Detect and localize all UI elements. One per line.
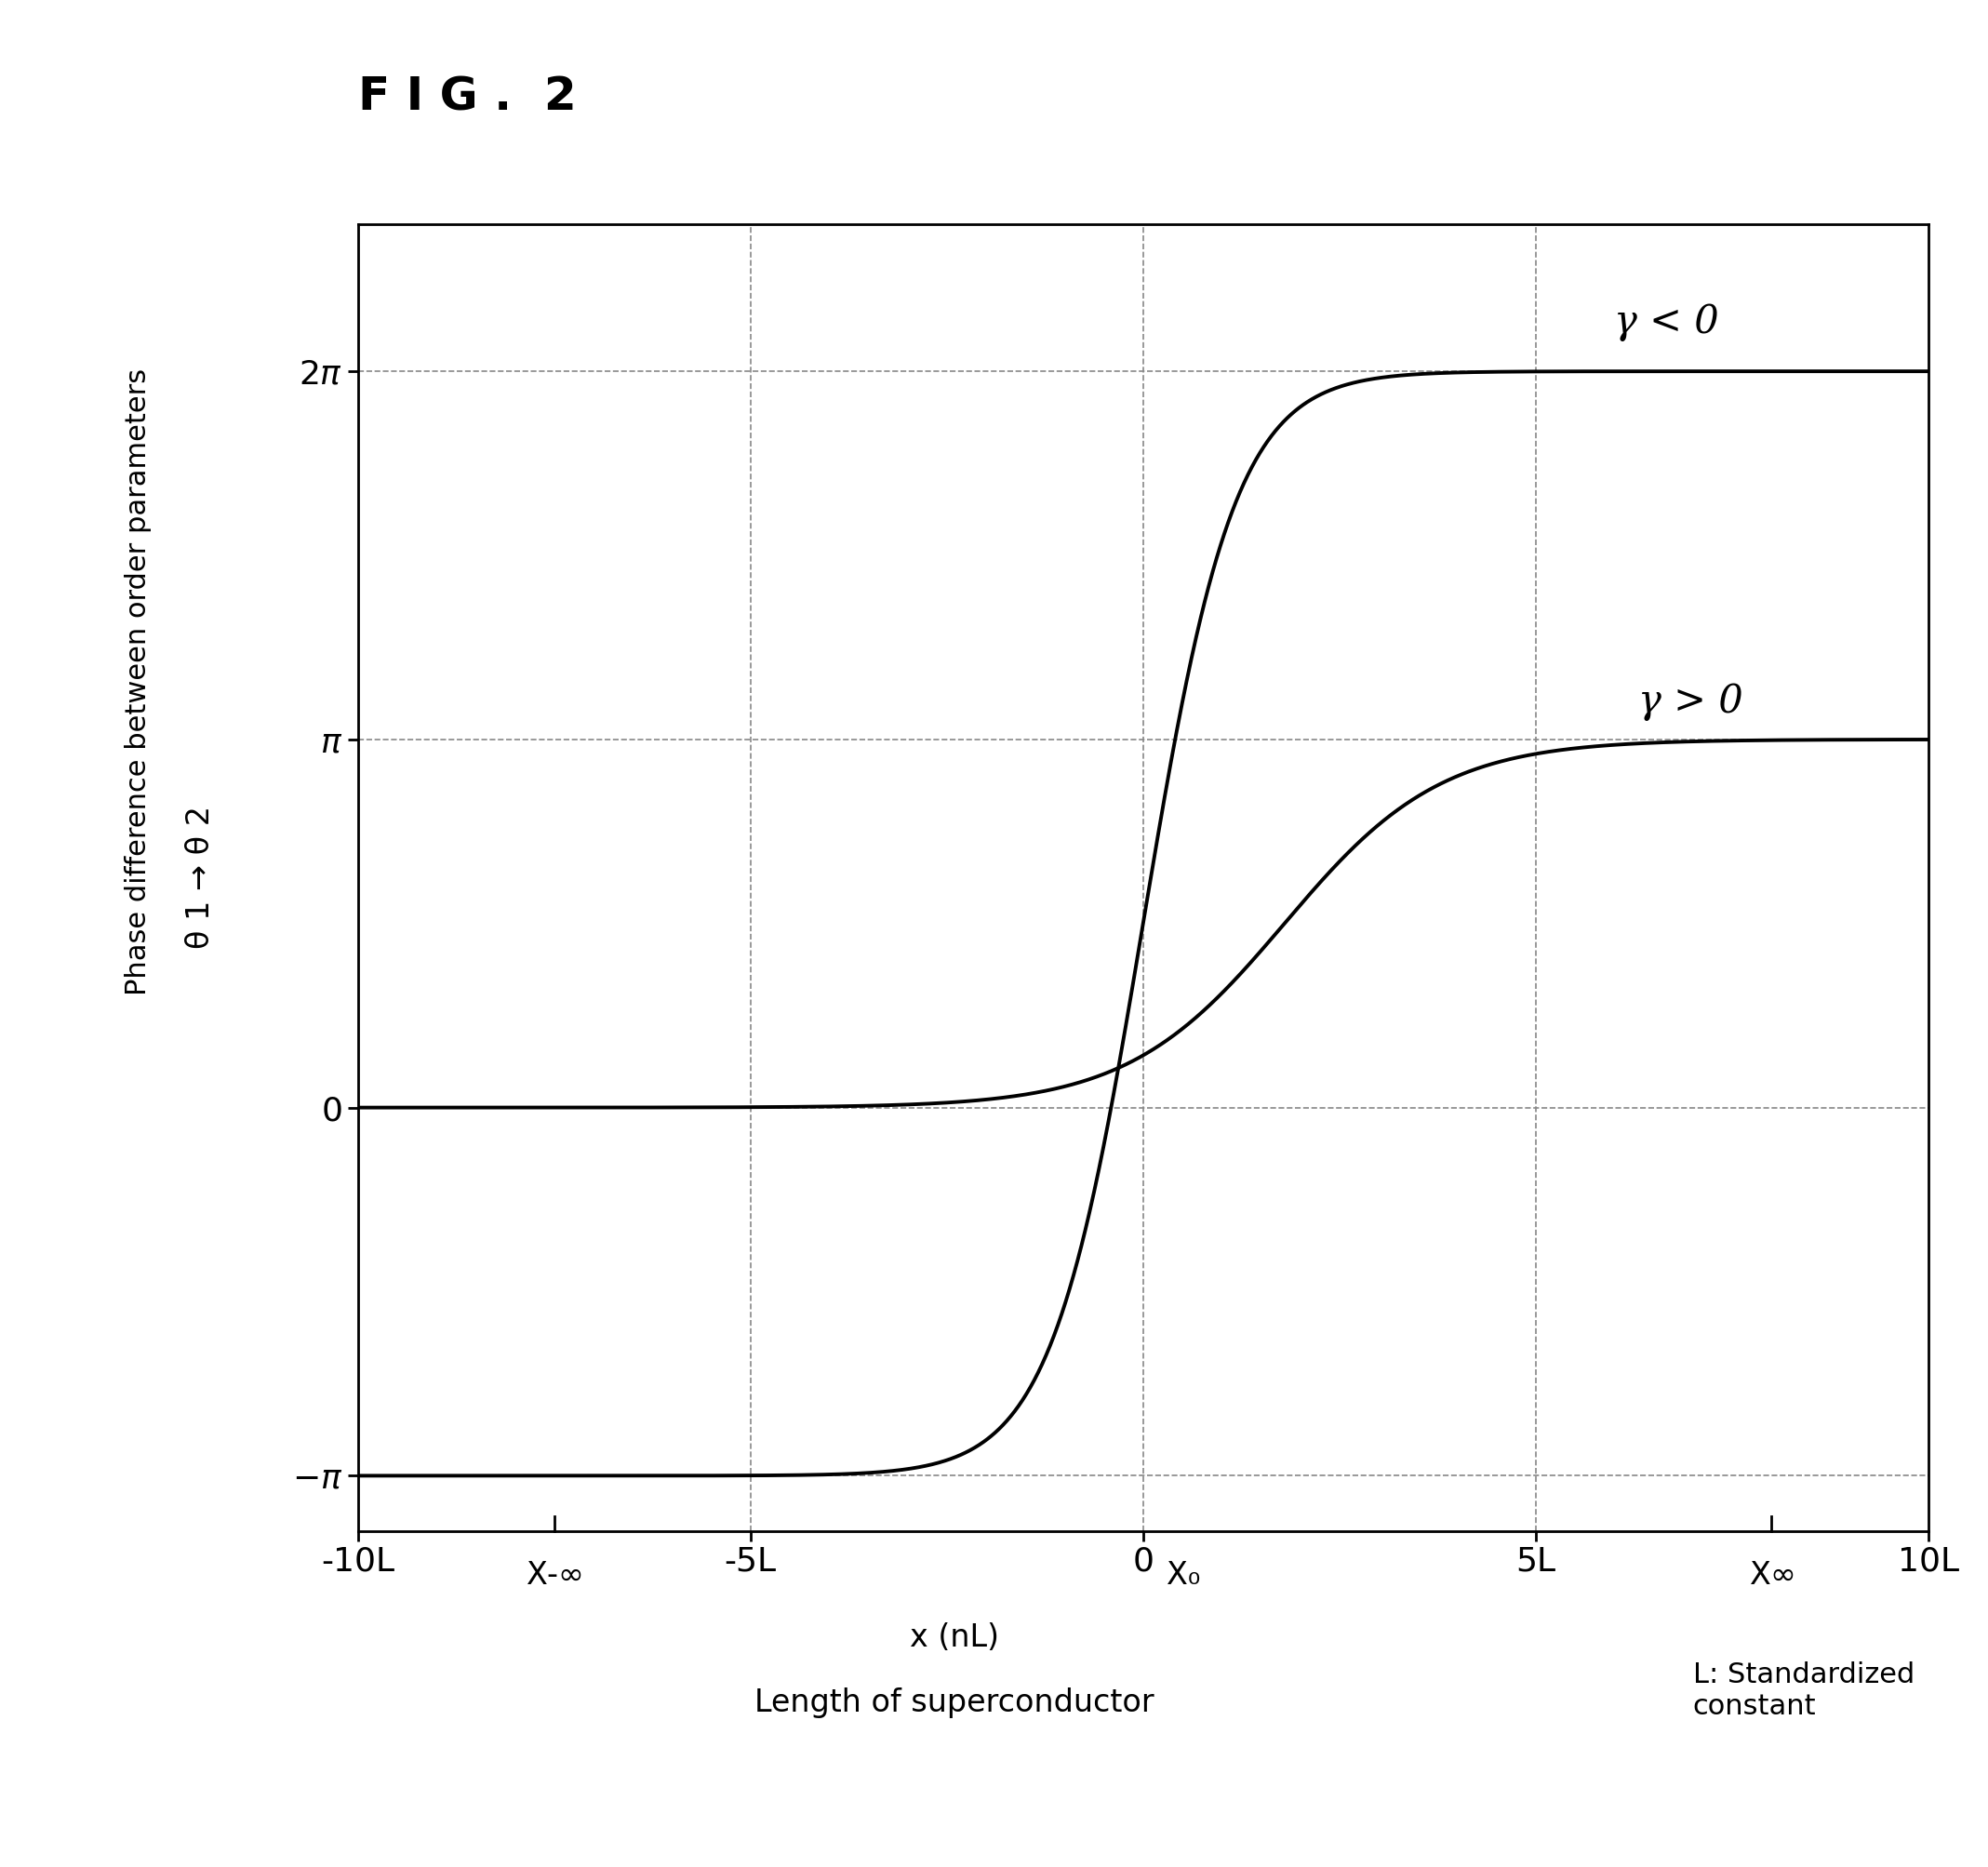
Text: X-$\infty$: X-$\infty$ [525, 1561, 582, 1591]
Text: γ > 0: γ > 0 [1638, 681, 1743, 721]
Text: L: Standardized
constant: L: Standardized constant [1692, 1662, 1914, 1720]
Text: F I G .  2: F I G . 2 [358, 75, 577, 119]
Text: γ < 0: γ < 0 [1614, 302, 1720, 342]
Text: θ 1 → θ 2: θ 1 → θ 2 [185, 807, 217, 948]
Text: X$\infty$: X$\infty$ [1749, 1561, 1793, 1591]
Text: x (nL): x (nL) [911, 1622, 1000, 1652]
Text: Phase difference between order parameters: Phase difference between order parameter… [125, 368, 151, 995]
Text: Length of superconductor: Length of superconductor [755, 1688, 1155, 1718]
Text: X₀: X₀ [1167, 1561, 1201, 1591]
